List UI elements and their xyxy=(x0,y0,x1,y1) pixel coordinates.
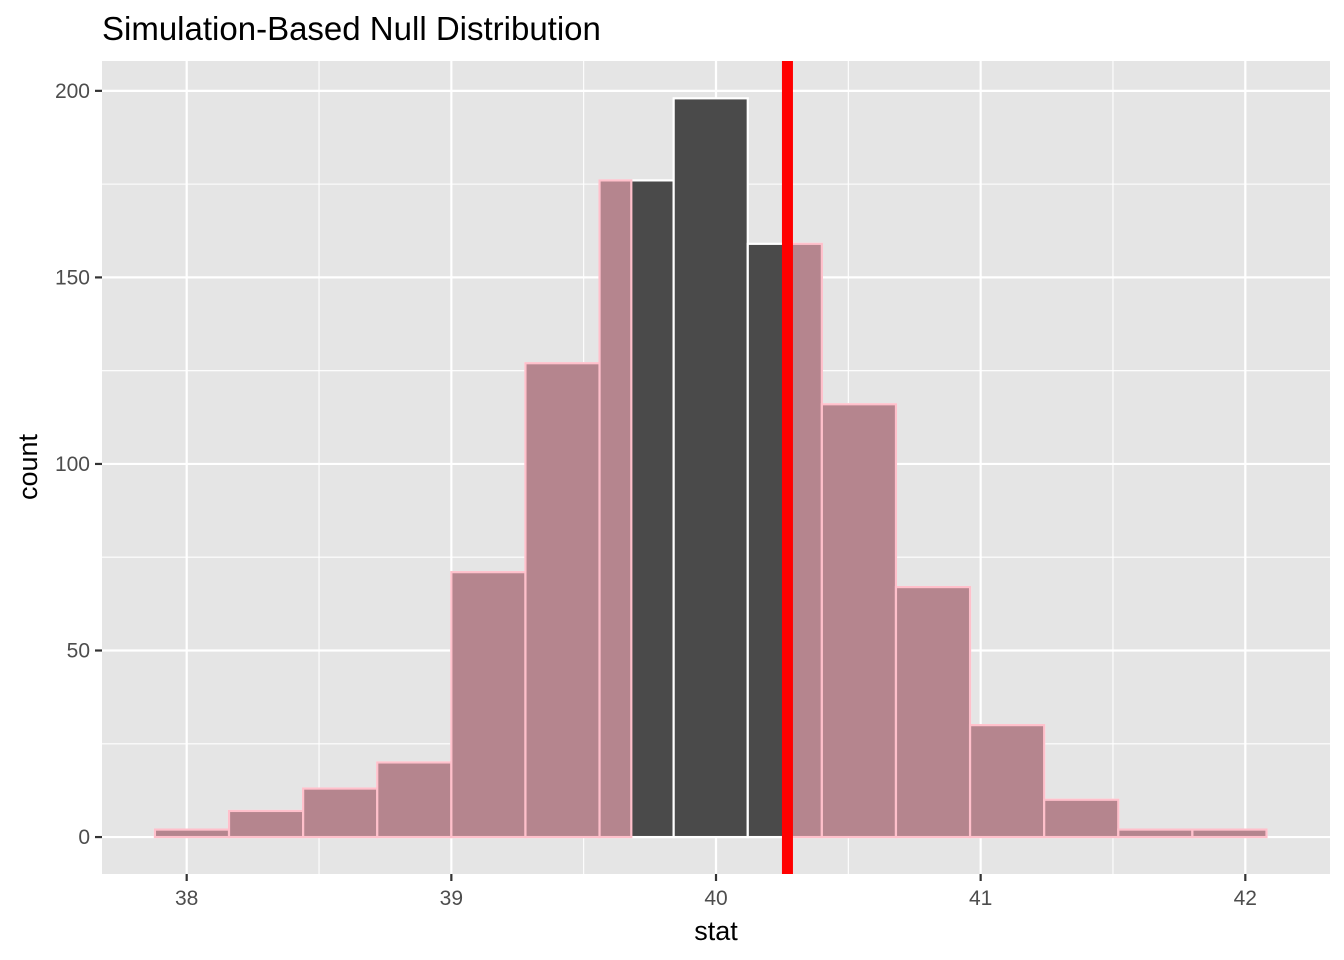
x-tick-label: 40 xyxy=(704,887,727,910)
x-tick-label: 38 xyxy=(175,887,198,910)
shaded-bar-segment xyxy=(376,761,453,839)
y-tick-label: 100 xyxy=(55,453,90,476)
y-axis: 0 50 100 150 200 xyxy=(55,80,102,849)
shaded-bar-segment xyxy=(820,403,898,839)
x-tick-label: 42 xyxy=(1234,887,1257,910)
shaded-bar-segment xyxy=(1191,828,1268,839)
x-axis-title: stat xyxy=(694,916,738,946)
chart-title: Simulation-Based Null Distribution xyxy=(102,10,601,47)
shaded-bar-segment xyxy=(894,585,972,839)
shaded-tail-region xyxy=(153,179,1268,839)
y-tick-label: 0 xyxy=(78,826,90,849)
x-tick-label: 39 xyxy=(440,887,463,910)
shaded-bar-segment xyxy=(1117,828,1194,839)
shaded-bar-segment xyxy=(524,362,601,839)
shaded-bar-segment xyxy=(302,787,379,839)
shaded-bar-segment xyxy=(227,809,305,839)
y-tick-label: 50 xyxy=(67,640,90,663)
y-axis-title: count xyxy=(13,433,43,500)
x-axis: 38 39 40 41 42 xyxy=(175,874,1257,910)
y-tick-label: 200 xyxy=(55,80,90,103)
shaded-bar-segment xyxy=(968,724,1046,839)
shaded-bar-segment xyxy=(598,179,633,839)
y-tick-label: 150 xyxy=(55,266,90,289)
histogram-bar xyxy=(672,97,749,839)
shaded-bar-segment xyxy=(1043,798,1120,839)
shaded-bar-segment xyxy=(450,571,527,839)
shaded-bar-segment xyxy=(153,828,231,839)
x-tick-label: 41 xyxy=(969,887,992,910)
